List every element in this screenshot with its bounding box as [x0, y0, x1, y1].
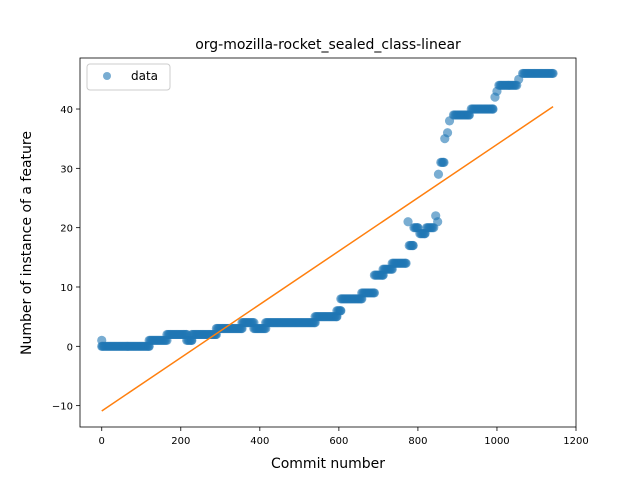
x-axis-label: Commit number	[271, 456, 385, 472]
data-point	[548, 68, 558, 79]
data-point	[403, 217, 413, 227]
chart-title: org-mozilla-rocket_sealed_class-linear	[195, 37, 461, 53]
axis-ticks: 0 200 400 600 800 1000 1200 −10 0 10 20 30 40	[52, 105, 589, 447]
data-point	[401, 258, 411, 268]
legend: data	[86, 63, 171, 91]
data-point	[488, 104, 498, 114]
y-tick-label: 30	[60, 164, 73, 175]
data-point	[442, 128, 453, 138]
data-point	[433, 217, 443, 227]
x-tick-label: 1200	[563, 436, 588, 447]
legend-box	[86, 63, 171, 91]
data-point	[433, 169, 444, 179]
y-tick-label: 40	[60, 105, 73, 116]
y-tick-label: 0	[67, 342, 73, 353]
axes-frame	[79, 57, 577, 428]
y-tick-label: −10	[52, 402, 73, 413]
x-tick-label: 200	[171, 436, 190, 447]
x-tick-label: 0	[99, 436, 105, 447]
y-axis-label: Number of instance of a feature	[19, 131, 35, 355]
legend-marker-data	[103, 72, 111, 80]
x-tick-label: 1000	[484, 436, 509, 447]
data-point	[369, 288, 380, 298]
x-tick-label: 800	[408, 436, 427, 447]
legend-label-data: data	[131, 69, 158, 83]
data-point	[439, 157, 449, 168]
x-tick-label: 600	[329, 436, 348, 447]
y-tick-label: 20	[60, 224, 73, 235]
data-point	[336, 306, 346, 316]
y-tick-label: 10	[60, 283, 73, 294]
x-tick-label: 400	[250, 436, 269, 447]
fit-line	[101, 106, 554, 412]
plot-area	[79, 57, 577, 428]
data-point	[408, 240, 418, 251]
